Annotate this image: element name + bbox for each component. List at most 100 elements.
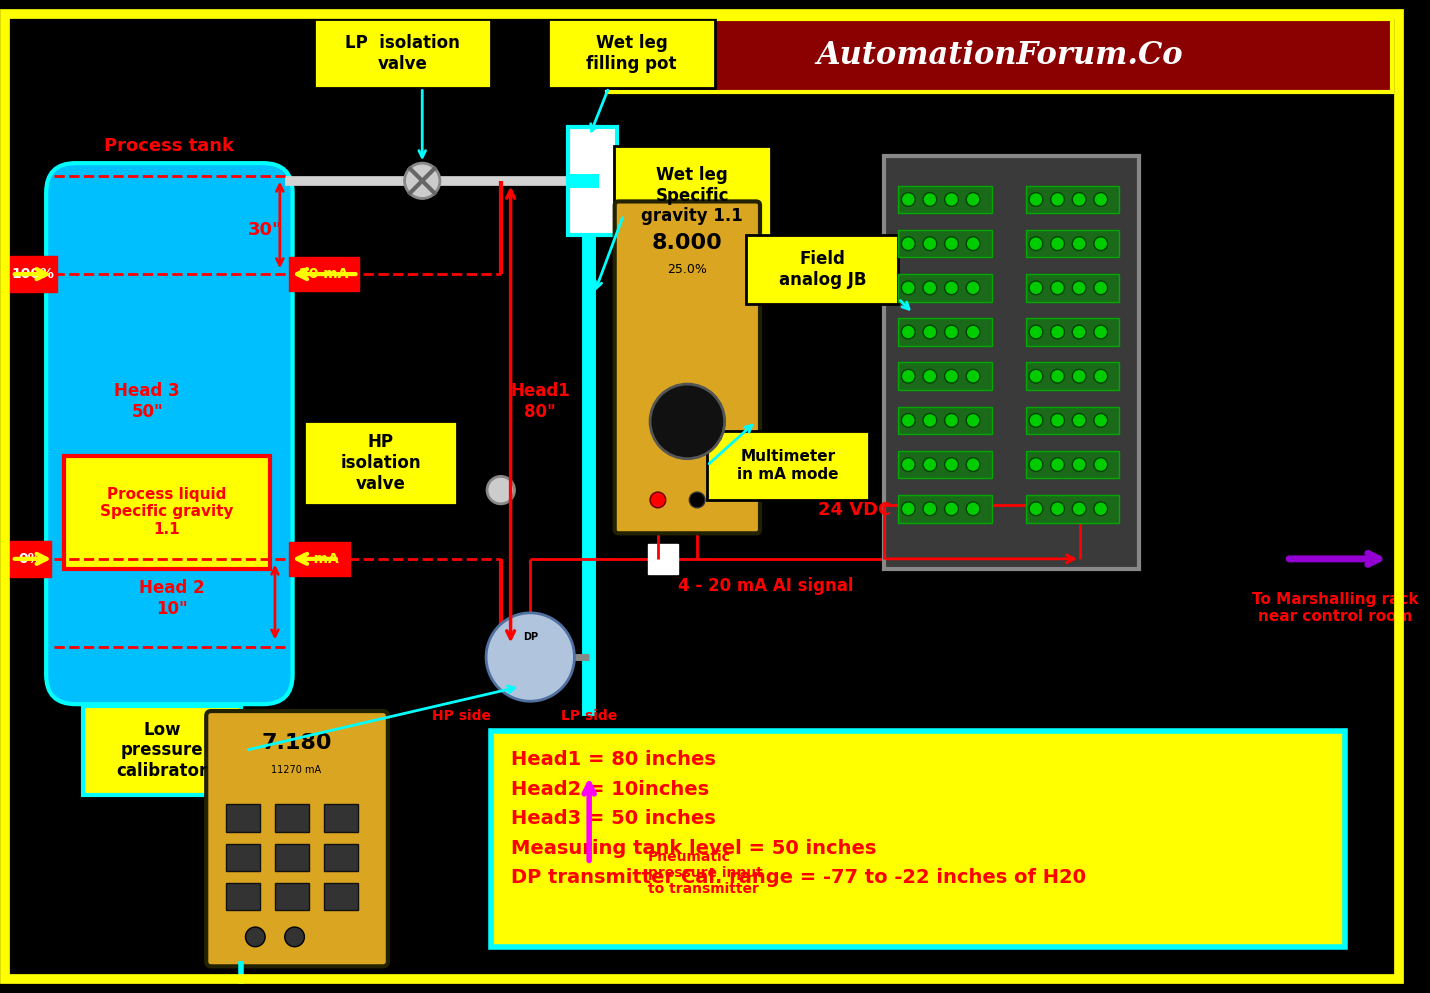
Circle shape <box>1072 369 1085 383</box>
Circle shape <box>1030 325 1042 339</box>
Circle shape <box>1072 325 1085 339</box>
Bar <box>325 883 359 911</box>
Circle shape <box>945 458 958 472</box>
Circle shape <box>901 369 915 383</box>
Bar <box>606 19 1393 92</box>
Circle shape <box>945 325 958 339</box>
Circle shape <box>1072 236 1085 250</box>
Circle shape <box>486 613 575 701</box>
Circle shape <box>901 193 915 207</box>
Circle shape <box>901 458 915 472</box>
Bar <box>226 883 260 911</box>
Bar <box>289 542 349 576</box>
Circle shape <box>967 236 980 250</box>
Bar <box>275 804 309 832</box>
Text: LP  isolation
valve: LP isolation valve <box>345 34 460 72</box>
Circle shape <box>285 927 305 946</box>
Text: Pneumatic
pressure input
to transmitter: Pneumatic pressure input to transmitter <box>648 850 762 897</box>
Circle shape <box>405 163 440 199</box>
Circle shape <box>1030 193 1042 207</box>
Text: 11270 mA: 11270 mA <box>272 765 322 775</box>
Circle shape <box>967 413 980 427</box>
Circle shape <box>1072 501 1085 515</box>
Text: 25.0%: 25.0% <box>668 263 708 276</box>
Bar <box>506 623 555 652</box>
Bar <box>490 731 1346 946</box>
Circle shape <box>1051 281 1064 295</box>
Bar <box>898 451 992 479</box>
Bar <box>628 220 746 289</box>
Text: 20 mA: 20 mA <box>299 267 349 281</box>
Circle shape <box>1030 458 1042 472</box>
Text: Wet leg
Specific
gravity 1.1: Wet leg Specific gravity 1.1 <box>642 166 744 225</box>
Bar <box>226 844 260 871</box>
Circle shape <box>1051 501 1064 515</box>
Text: Head 2
10": Head 2 10" <box>139 579 204 618</box>
Bar <box>64 456 270 569</box>
Text: HP
isolation
valve: HP isolation valve <box>340 433 420 493</box>
Circle shape <box>967 369 980 383</box>
Text: 7.180: 7.180 <box>262 734 332 754</box>
Bar <box>1027 496 1120 522</box>
Circle shape <box>488 477 515 503</box>
Text: HP side: HP side <box>432 709 490 723</box>
Bar <box>706 431 869 499</box>
Bar <box>220 726 373 789</box>
Text: 24 VDC: 24 VDC <box>818 500 891 518</box>
Circle shape <box>967 458 980 472</box>
Text: 8.000: 8.000 <box>652 232 722 252</box>
Circle shape <box>945 501 958 515</box>
Circle shape <box>967 325 980 339</box>
Bar <box>226 804 260 832</box>
Circle shape <box>945 281 958 295</box>
Bar <box>315 19 490 87</box>
FancyBboxPatch shape <box>206 711 388 966</box>
Bar <box>289 257 359 291</box>
Bar <box>884 156 1140 569</box>
Text: Low
pressure
calibrator: Low pressure calibrator <box>116 721 207 780</box>
FancyBboxPatch shape <box>46 163 293 704</box>
Circle shape <box>1030 236 1042 250</box>
Circle shape <box>967 501 980 515</box>
Bar <box>275 844 309 871</box>
Circle shape <box>901 281 915 295</box>
Circle shape <box>1030 413 1042 427</box>
Text: Multimeter
in mA mode: Multimeter in mA mode <box>738 450 839 482</box>
Text: LP side: LP side <box>561 709 618 723</box>
Circle shape <box>922 501 937 515</box>
Circle shape <box>1094 413 1108 427</box>
Circle shape <box>922 236 937 250</box>
Circle shape <box>1094 501 1108 515</box>
Bar <box>898 362 992 390</box>
Circle shape <box>945 193 958 207</box>
Circle shape <box>1094 458 1108 472</box>
Circle shape <box>1030 501 1042 515</box>
Bar <box>1027 274 1120 302</box>
Bar <box>613 146 771 244</box>
Circle shape <box>901 413 915 427</box>
Circle shape <box>922 281 937 295</box>
Bar <box>325 804 359 832</box>
Circle shape <box>1094 193 1108 207</box>
Circle shape <box>901 325 915 339</box>
Circle shape <box>246 927 265 946</box>
Circle shape <box>1051 325 1064 339</box>
Bar <box>898 274 992 302</box>
Circle shape <box>922 325 937 339</box>
Bar <box>83 706 240 794</box>
Circle shape <box>651 384 725 459</box>
Text: Field
analog JB: Field analog JB <box>778 250 867 289</box>
Bar <box>1027 230 1120 257</box>
Circle shape <box>1030 369 1042 383</box>
Circle shape <box>922 413 937 427</box>
Text: DP: DP <box>523 633 538 642</box>
Bar <box>305 421 456 504</box>
Circle shape <box>1094 369 1108 383</box>
Text: Process tank: Process tank <box>104 137 235 156</box>
Bar <box>898 496 992 522</box>
Circle shape <box>967 281 980 295</box>
Circle shape <box>901 501 915 515</box>
Bar <box>1027 186 1120 213</box>
Text: 4 - 20 mA AI signal: 4 - 20 mA AI signal <box>678 577 854 596</box>
Text: Head 3
50": Head 3 50" <box>114 382 180 421</box>
